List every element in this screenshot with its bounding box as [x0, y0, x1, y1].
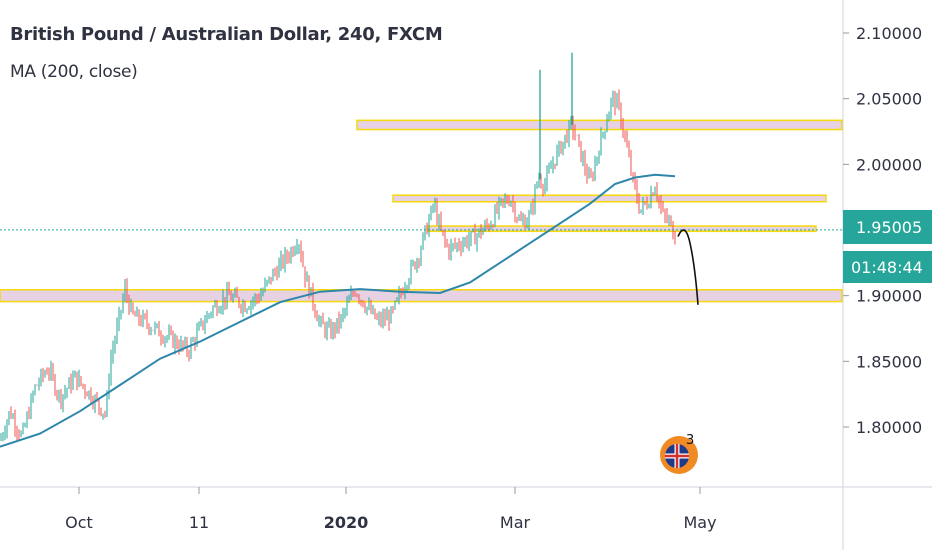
chart-title: British Pound / Australian Dollar, 240, …	[10, 24, 443, 45]
sr-zone-1[interactable]	[356, 119, 843, 131]
price-badge[interactable]: 1.95005 01:48:44	[843, 210, 932, 283]
indicator-label: MA (200, close)	[10, 62, 138, 82]
y-tick-label: 2.00000	[856, 155, 922, 174]
x-tick-label: 2020	[324, 513, 369, 532]
y-tick-label: 2.05000	[856, 90, 922, 109]
x-tick-label: May	[683, 513, 716, 532]
y-tick-label: 1.85000	[856, 352, 922, 371]
sr-zone-4[interactable]	[0, 289, 843, 303]
current-price-label: 1.95005	[856, 218, 922, 237]
event-count: 3	[686, 433, 694, 448]
current-price-box	[843, 210, 932, 244]
sr-zone-3[interactable]	[427, 225, 817, 233]
y-tick-label: 1.80000	[856, 418, 922, 437]
sr-zone-2[interactable]	[392, 194, 827, 203]
ma-200-line	[0, 173, 676, 448]
projection-arrow	[677, 229, 699, 305]
economic-event-badge[interactable]: 3	[660, 433, 698, 474]
x-tick-label: Oct	[65, 513, 93, 532]
y-tick-label: 2.10000	[856, 24, 922, 43]
x-tick-label: 11	[189, 513, 209, 532]
countdown-label: 01:48:44	[851, 258, 923, 277]
countdown-box	[843, 251, 932, 283]
y-tick-label: 1.90000	[856, 287, 922, 306]
x-tick-label: Mar	[500, 513, 531, 532]
